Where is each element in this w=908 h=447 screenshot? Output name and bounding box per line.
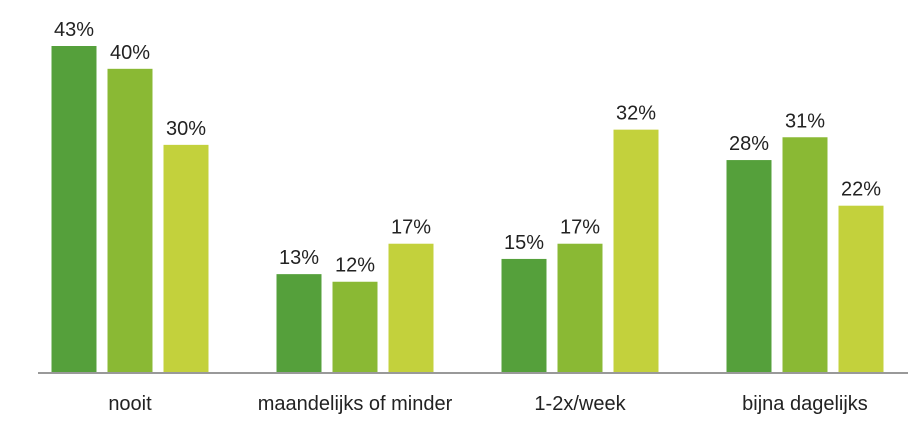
x-tick-label: 1-2x/week (534, 393, 626, 415)
bar (782, 137, 828, 373)
bar (276, 274, 322, 373)
bar (726, 160, 772, 373)
bar (332, 281, 378, 373)
value-label: 15% (504, 232, 544, 254)
value-label: 31% (785, 110, 825, 132)
value-label: 30% (166, 118, 206, 140)
bar (51, 46, 97, 373)
value-label: 43% (54, 19, 94, 41)
value-label: 17% (560, 217, 600, 239)
bar (613, 129, 659, 373)
value-label: 17% (391, 217, 431, 239)
bar (107, 68, 153, 373)
bar (163, 144, 209, 373)
value-label: 12% (335, 255, 375, 277)
x-tick-label: bijna dagelijks (742, 393, 868, 415)
value-label: 40% (110, 42, 150, 64)
bar (501, 258, 547, 373)
x-tick-label: maandelijks of minder (257, 393, 453, 415)
bar (388, 243, 434, 373)
value-label: 13% (279, 247, 319, 269)
bar (557, 243, 603, 373)
value-label: 22% (841, 179, 881, 201)
value-label: 32% (616, 103, 656, 125)
bar (838, 205, 884, 373)
value-label: 28% (729, 133, 769, 155)
x-tick-label: nooit (108, 393, 152, 415)
